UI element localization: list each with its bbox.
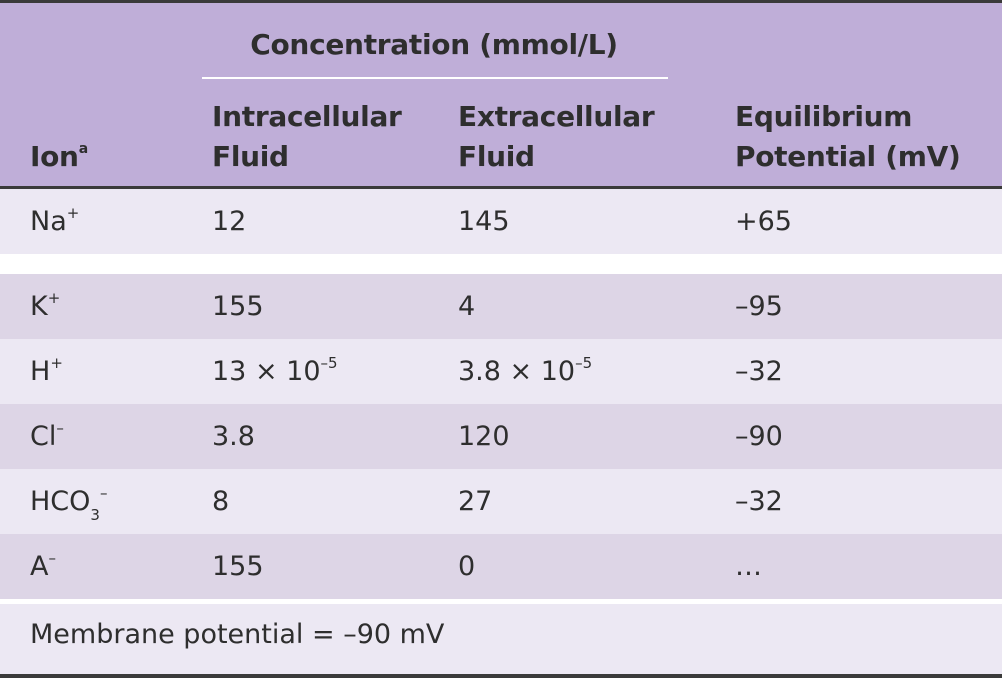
- extracellular-cell: 0: [458, 534, 475, 599]
- ion-charge: +: [66, 204, 80, 222]
- intracellular-value: 3.8: [212, 421, 255, 452]
- header-extracellular-line1: Extracellular: [458, 100, 655, 133]
- extracellular-value: 27: [458, 486, 493, 517]
- extracellular-value: 3.8 × 10: [458, 356, 576, 387]
- ion-charge: –: [99, 484, 108, 502]
- header-ion: Iona: [30, 137, 88, 177]
- header-extracellular: Extracellular Fluid: [458, 97, 655, 177]
- extracellular-value: 4: [458, 291, 476, 322]
- equilibrium-potential-cell: –95: [735, 291, 783, 322]
- concentration-group-title: Concentration (mmol/L): [250, 28, 618, 61]
- ion-cell: A–: [30, 534, 56, 599]
- header-ion-label: Ion: [30, 140, 79, 173]
- ion-symbol: HCO: [30, 486, 91, 517]
- header-ion-footnote-mark: a: [78, 141, 88, 157]
- extracellular-value: 0: [458, 551, 476, 582]
- equilibrium-potential-cell: –90: [735, 421, 783, 452]
- header-extracellular-line2: Fluid: [458, 140, 535, 173]
- top-rule: [0, 0, 1002, 3]
- equilibrium-potential-cell: …: [735, 551, 762, 582]
- ion-cell: H+: [30, 339, 63, 404]
- extracellular-value: 120: [458, 421, 510, 452]
- table-row: Na+ 12 145 +65: [0, 189, 1002, 254]
- ion-charge: –: [48, 549, 56, 567]
- intracellular-value: 155: [212, 551, 264, 582]
- intracellular-value: 13 × 10: [212, 356, 321, 387]
- table-row: A– 155 0 …: [0, 534, 1002, 599]
- extracellular-cell: 145: [458, 189, 510, 254]
- intracellular-value: 12: [212, 206, 247, 237]
- table-row: K+ 155 4 –95: [0, 274, 1002, 339]
- header-rule: [0, 186, 1002, 189]
- intracellular-exponent: –5: [320, 354, 338, 372]
- intracellular-cell: 155: [212, 534, 264, 599]
- header-equilibrium-line2: Potential (mV): [735, 140, 961, 173]
- intracellular-cell: 13 × 10–5: [212, 339, 338, 404]
- ion-symbol: Na: [30, 206, 67, 237]
- ion-cell: K+: [30, 274, 60, 339]
- ion-symbol: H: [30, 356, 51, 387]
- extracellular-cell: 120: [458, 404, 510, 469]
- intracellular-value: 8: [212, 486, 230, 517]
- extracellular-cell: 3.8 × 10–5: [458, 339, 592, 404]
- header-equilibrium-potential: Equilibrium Potential (mV): [735, 97, 961, 177]
- ion-charge: +: [47, 289, 61, 307]
- ion-subscript: 3: [90, 506, 100, 524]
- equilibrium-potential-cell: –32: [735, 356, 783, 387]
- extracellular-value: 145: [458, 206, 510, 237]
- ion-cell: Cl–: [30, 404, 64, 469]
- ion-symbol: Cl: [30, 421, 57, 452]
- header-intracellular-line2: Fluid: [212, 140, 289, 173]
- ion-symbol: K: [30, 291, 48, 322]
- table-footer: Membrane potential = –90 mV: [0, 604, 1002, 674]
- ion-cell: Na+: [30, 189, 79, 254]
- table-header: Concentration (mmol/L) Iona Intracellula…: [0, 3, 1002, 186]
- table-row: Cl– 3.8 120 –90: [0, 404, 1002, 469]
- ion-charge: +: [50, 354, 63, 372]
- ion-charge: –: [56, 419, 64, 437]
- header-intracellular-line1: Intracellular: [212, 100, 402, 133]
- intracellular-cell: 3.8: [212, 404, 255, 469]
- table-row: H+ 13 × 10–5 3.8 × 10–5 –32: [0, 339, 1002, 404]
- group-title-underline: [202, 77, 668, 79]
- intracellular-cell: 155: [212, 274, 264, 339]
- header-intracellular: Intracellular Fluid: [212, 97, 402, 177]
- membrane-potential-note: Membrane potential = –90 mV: [30, 619, 445, 650]
- header-equilibrium-line1: Equilibrium: [735, 100, 913, 133]
- ion-symbol: A: [30, 551, 49, 582]
- extracellular-cell: 4: [458, 274, 475, 339]
- extracellular-cell: 27: [458, 469, 492, 534]
- intracellular-cell: 8: [212, 469, 229, 534]
- equilibrium-potential-cell: –32: [735, 486, 783, 517]
- table-row: HCO3 – 8 27 –32: [0, 469, 1002, 534]
- equilibrium-potential-cell: +65: [735, 206, 792, 237]
- bottom-rule: [0, 674, 1002, 678]
- extracellular-exponent: –5: [575, 354, 593, 372]
- ion-cell: HCO3 –: [30, 469, 107, 534]
- intracellular-value: 155: [212, 291, 264, 322]
- intracellular-cell: 12: [212, 189, 246, 254]
